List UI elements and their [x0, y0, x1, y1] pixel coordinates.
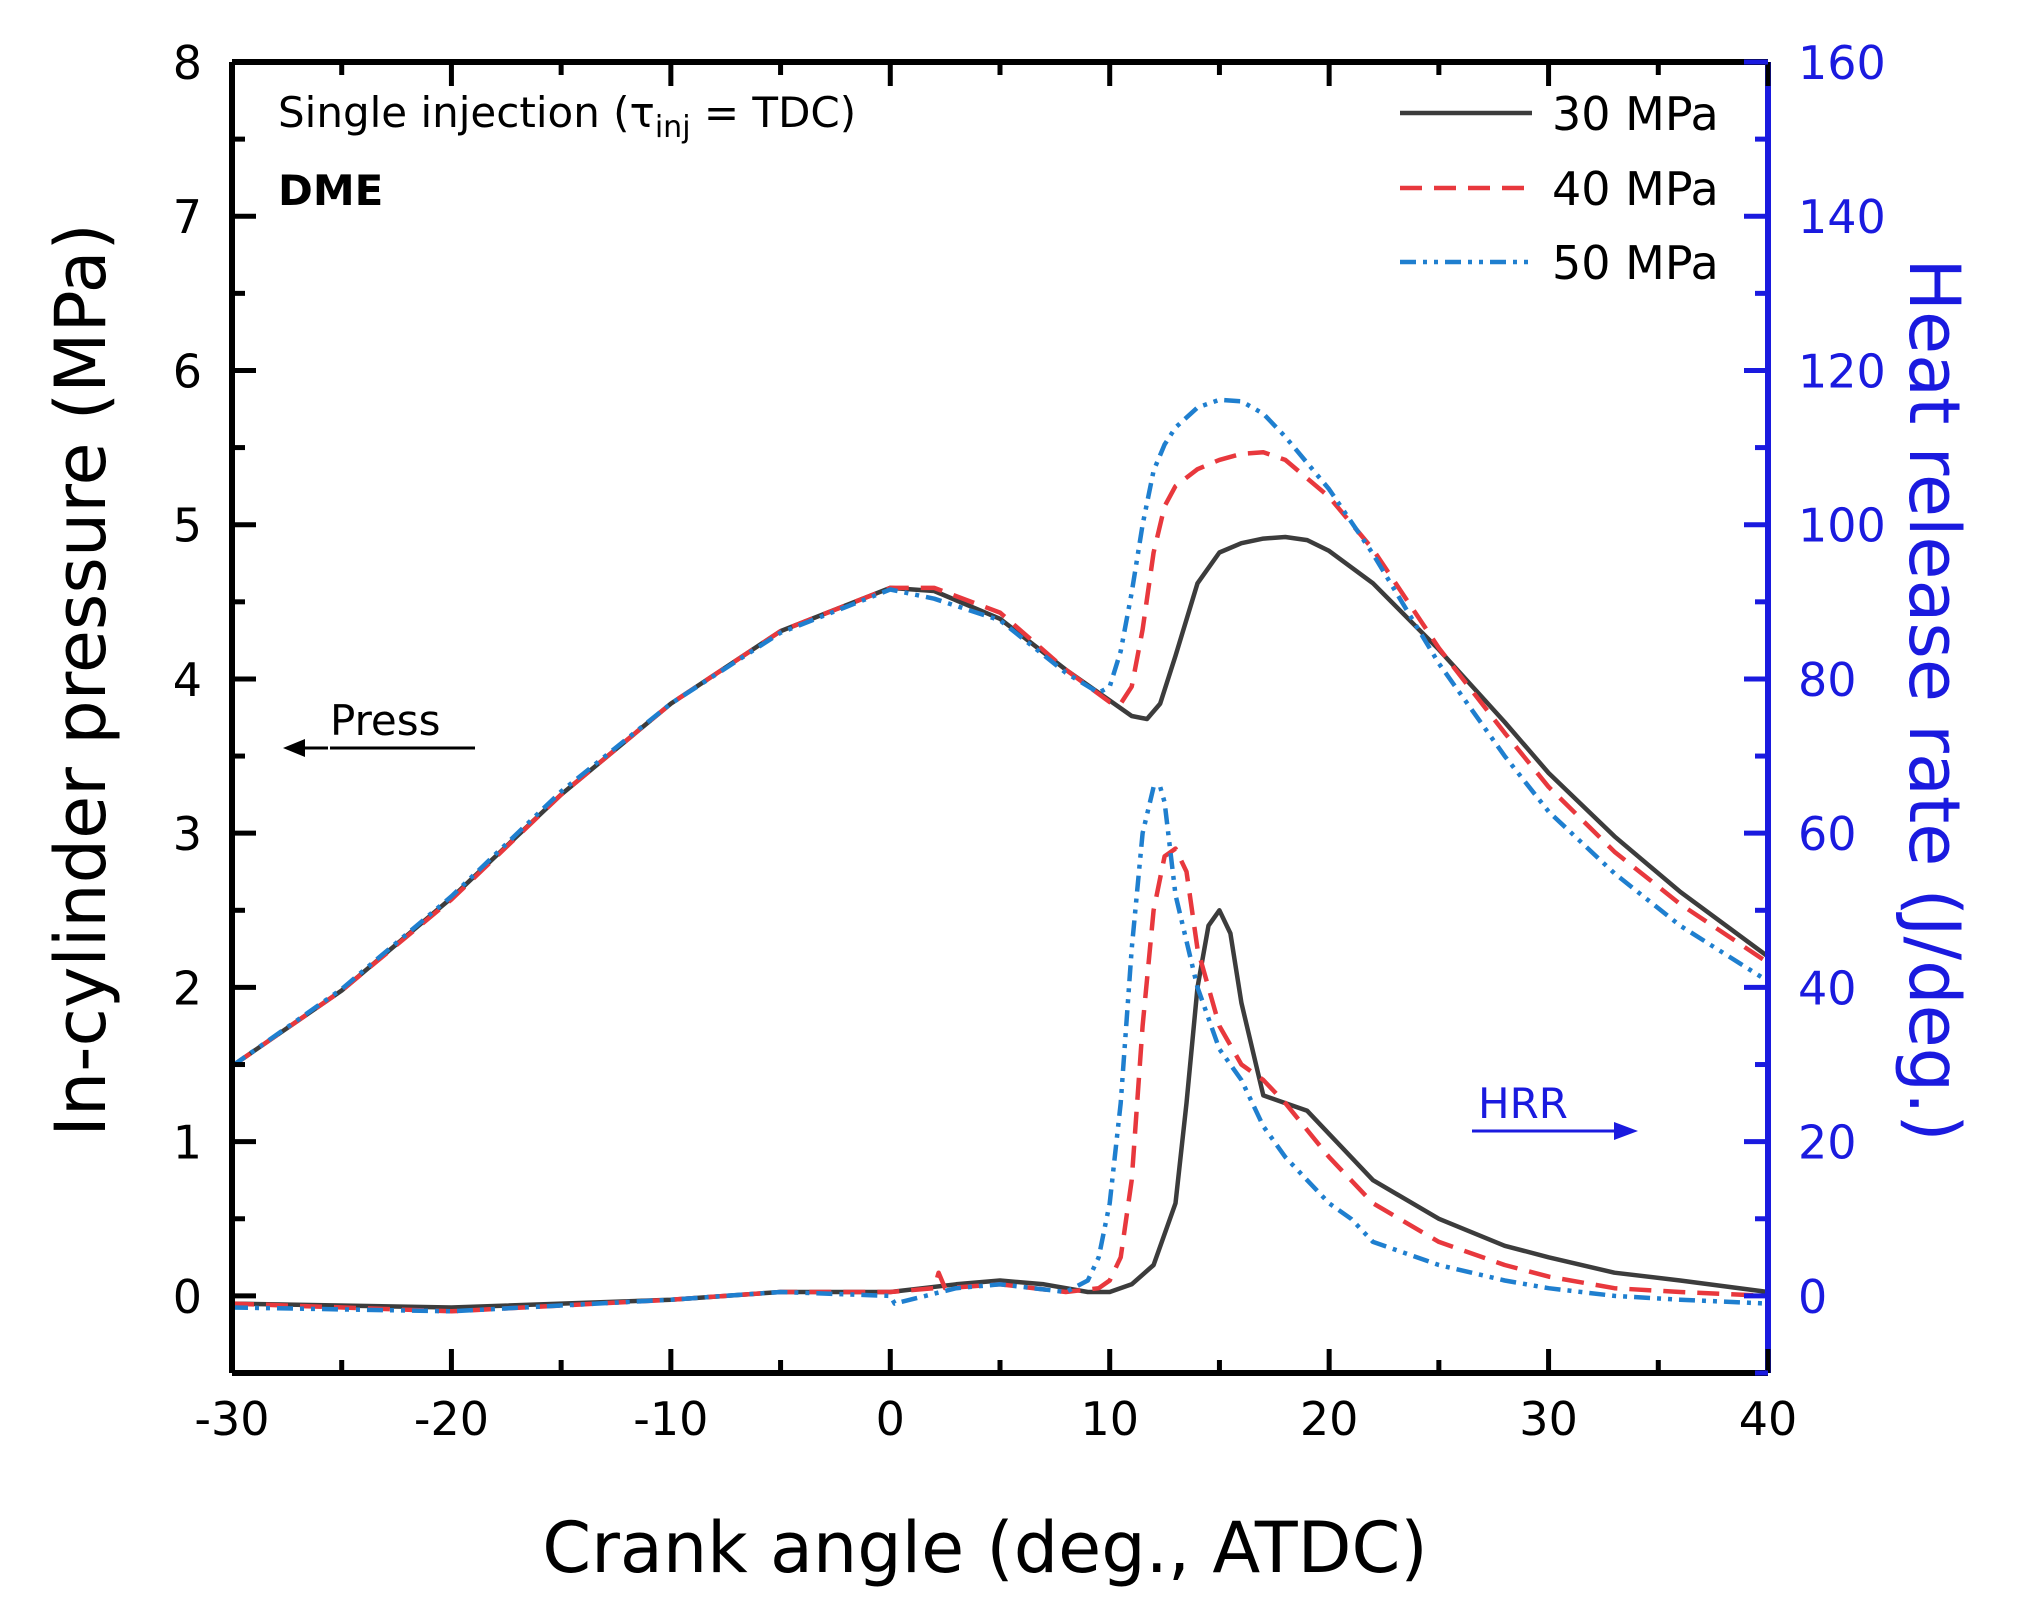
y-tick-label: 2	[173, 961, 202, 1015]
press-label: Press	[330, 696, 441, 745]
x-tick-label: 20	[1300, 1392, 1359, 1446]
legend-label-50-mpa: 50 MPa	[1552, 236, 1719, 290]
y2-tick-label: 140	[1798, 190, 1886, 244]
series-pressure-50-mpa	[230, 397, 1770, 1068]
y-tick-label: 6	[173, 344, 202, 398]
axes-layer: -30 -20 -10 0 10 20 30 400123456780204060801001…	[173, 36, 1886, 1446]
x-tick-label: 10	[1080, 1392, 1139, 1446]
condition-annotation: Single injection (τinj = TDC)	[278, 88, 856, 145]
y-tick-label: 5	[173, 499, 202, 553]
y-tick-label: 8	[173, 36, 202, 90]
y2-tick-label: 60	[1798, 807, 1857, 861]
series-hrr-40-mpa	[231, 846, 1769, 1314]
x-axis-title: Crank angle (deg., ATDC)	[542, 1507, 1427, 1589]
x-tick-label: -30	[194, 1392, 269, 1446]
legend-label-40-mpa: 40 MPa	[1552, 162, 1719, 216]
condition-suffix: = TDC)	[691, 88, 857, 137]
tau-symbol: τ	[630, 88, 655, 137]
y2-tick-label: 100	[1798, 499, 1886, 553]
x-tick-label: 30	[1519, 1392, 1578, 1446]
y-axis-title: In-cylinder pressure (MPa)	[40, 223, 122, 1137]
y2-tick-label: 160	[1798, 36, 1886, 90]
legend-label-30-mpa: 30 MPa	[1552, 87, 1719, 141]
y-tick-label: 1	[173, 1116, 202, 1170]
y-tick-label: 4	[173, 653, 202, 707]
tau-subscript: inj	[655, 110, 691, 145]
labels-layer: Crank angle (deg., ATDC) In-cylinder pre…	[40, 88, 1975, 1589]
hrr-label: HRR	[1478, 1079, 1568, 1128]
y2-tick-label: 0	[1798, 1270, 1827, 1324]
x-tick-label: -20	[414, 1392, 489, 1446]
x-tick-label: 0	[876, 1392, 905, 1446]
y-tick-label: 7	[173, 190, 202, 244]
y2-tick-label: 120	[1798, 344, 1886, 398]
y2-axis-title: Heat release rate (J/deg.)	[1893, 258, 1975, 1141]
fuel-label: DME	[278, 166, 383, 215]
x-tick-label: -10	[633, 1392, 708, 1446]
y2-tick-label: 20	[1798, 1116, 1857, 1170]
series-pressure-40-mpa	[230, 449, 1770, 1068]
x-tick-label: 40	[1739, 1392, 1798, 1446]
y-tick-label: 3	[173, 807, 202, 861]
condition-prefix: Single injection (	[278, 88, 630, 137]
press-arrow-icon	[283, 739, 305, 757]
legend: 30 MPa 40 MPa 50 MPa	[1400, 87, 1719, 290]
y-tick-label: 0	[173, 1270, 202, 1324]
series-hrr-50-mpa	[231, 784, 1769, 1314]
y2-tick-label: 40	[1798, 961, 1857, 1015]
y2-tick-label: 80	[1798, 653, 1857, 707]
hrr-arrow-icon	[1614, 1122, 1638, 1140]
series-layer	[230, 397, 1770, 1314]
